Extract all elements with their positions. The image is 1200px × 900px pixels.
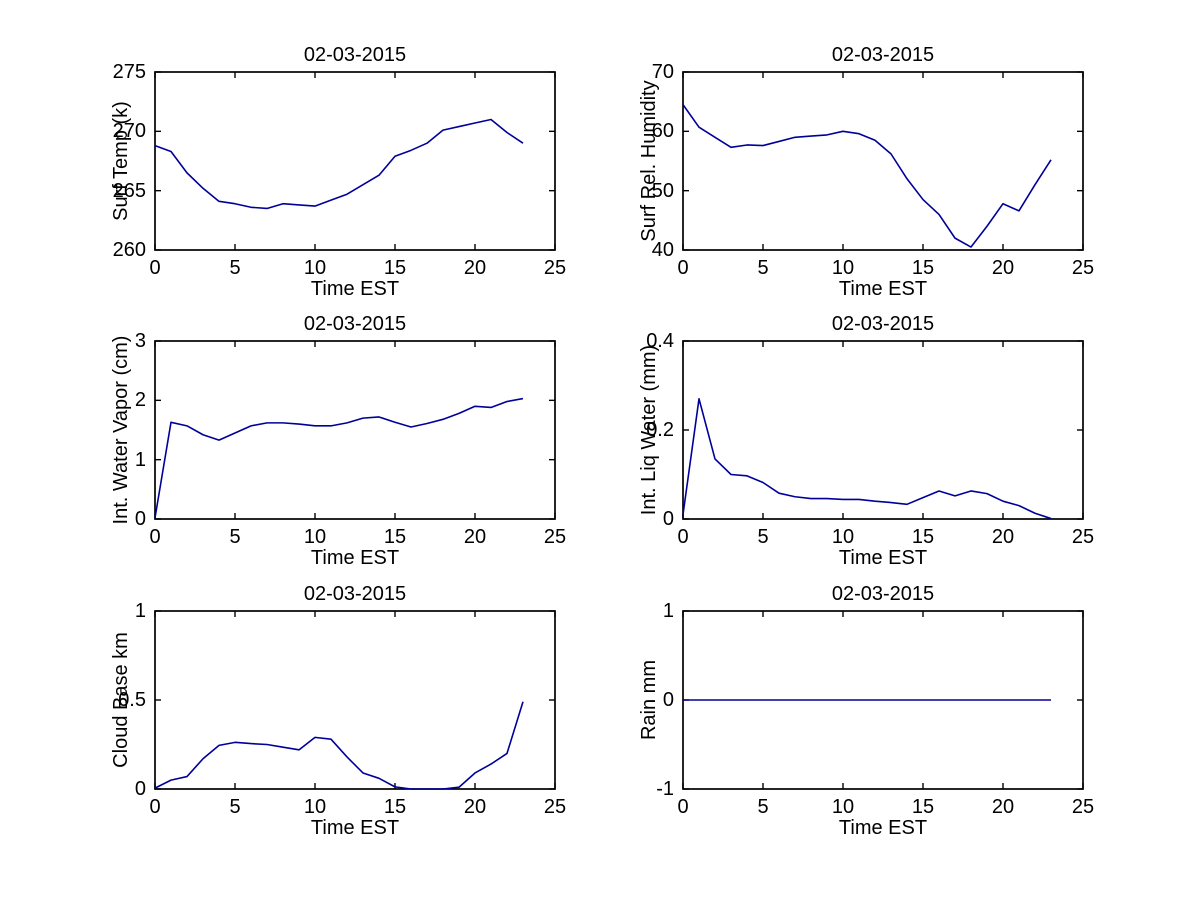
x-tick-label: 20 — [991, 526, 1015, 548]
plot-title: 02-03-2015 — [303, 44, 407, 66]
y-tick-label: 3 — [134, 330, 146, 352]
data-line — [154, 701, 524, 790]
x-tick-label: 0 — [149, 796, 161, 818]
plot-axes — [154, 340, 556, 520]
y-tick-label: 40 — [651, 239, 674, 261]
y-tick-label: 70 — [651, 61, 674, 83]
y-tick-label: 0.5 — [118, 689, 146, 711]
plot-title: 02-03-2015 — [303, 313, 407, 335]
x-tick-label: 25 — [1071, 526, 1095, 548]
y-tick-label: 0 — [662, 508, 674, 530]
x-tick-label: 25 — [543, 796, 567, 818]
data-line — [154, 118, 524, 210]
y-tick-label: 1 — [134, 448, 146, 471]
axes-frame — [682, 340, 1084, 520]
y-tick-label: 270 — [112, 120, 146, 143]
x-tick-label: 10 — [831, 526, 855, 548]
x-tick-label: 5 — [229, 796, 241, 818]
x-tick-label: 10 — [831, 796, 855, 818]
x-tick-label: 20 — [463, 257, 487, 279]
plot-title: 02-03-2015 — [831, 583, 935, 605]
y-tick-label: 1 — [662, 600, 674, 622]
x-tick-label: 0 — [677, 257, 689, 279]
x-tick-label: 20 — [991, 257, 1015, 279]
plot-axes — [682, 340, 1084, 520]
x-tick-label: 25 — [1071, 257, 1095, 279]
x-tick-label: 10 — [831, 257, 855, 279]
y-tick-label: 0 — [134, 508, 146, 530]
x-axis-label: Time EST — [310, 278, 400, 300]
plot-title: 02-03-2015 — [831, 313, 935, 335]
y-tick-label: 0.2 — [646, 419, 674, 441]
x-axis-label: Time EST — [310, 817, 400, 839]
y-tick-label: -1 — [656, 778, 674, 800]
x-tick-label: 10 — [303, 526, 327, 548]
y-tick-label: 0.4 — [646, 330, 674, 352]
y-tick-label: 0 — [662, 689, 674, 711]
x-tick-label: 5 — [757, 526, 769, 548]
x-tick-label: 5 — [757, 796, 769, 818]
x-tick-label: 25 — [1071, 796, 1095, 818]
x-tick-label: 20 — [463, 796, 487, 818]
axes-frame — [154, 71, 556, 251]
x-tick-label: 0 — [149, 257, 161, 279]
x-tick-label: 0 — [677, 796, 689, 818]
x-tick-label: 20 — [463, 526, 487, 548]
x-axis-label: Time EST — [838, 817, 928, 839]
plot-title: 02-03-2015 — [303, 583, 407, 605]
data-line — [154, 397, 524, 518]
plot-axes — [154, 71, 556, 251]
x-tick-label: 15 — [383, 796, 407, 818]
y-tick-label: 265 — [112, 179, 146, 202]
axes-frame — [154, 340, 556, 520]
x-tick-label: 5 — [757, 257, 769, 279]
x-tick-label: 15 — [383, 257, 407, 279]
x-tick-label: 15 — [383, 526, 407, 548]
y-tick-label: 2 — [134, 389, 146, 412]
plot-title: 02-03-2015 — [831, 44, 935, 66]
x-tick-label: 15 — [911, 257, 935, 279]
x-tick-label: 25 — [543, 257, 567, 279]
y-tick-label: 60 — [651, 120, 674, 143]
x-tick-label: 5 — [229, 526, 241, 548]
x-tick-label: 20 — [991, 796, 1015, 818]
x-tick-label: 15 — [911, 526, 935, 548]
y-tick-label: 1 — [134, 600, 146, 622]
x-tick-label: 5 — [229, 257, 241, 279]
x-axis-label: Time EST — [310, 547, 400, 569]
x-tick-label: 0 — [149, 526, 161, 548]
y-tick-label: 50 — [651, 179, 674, 202]
x-axis-label: Time EST — [838, 278, 928, 300]
axes-frame — [682, 71, 1084, 251]
x-tick-label: 25 — [543, 526, 567, 548]
y-tick-label: 275 — [112, 61, 146, 83]
plot-axes — [682, 610, 1084, 790]
x-axis-label: Time EST — [838, 547, 928, 569]
plot-axes — [682, 71, 1084, 251]
x-tick-label: 10 — [303, 257, 327, 279]
y-tick-label: 0 — [134, 778, 146, 800]
data-line — [682, 398, 1052, 520]
x-tick-label: 10 — [303, 796, 327, 818]
x-tick-label: 0 — [677, 526, 689, 548]
x-tick-label: 15 — [911, 796, 935, 818]
data-line — [682, 104, 1052, 248]
plot-axes — [154, 610, 556, 790]
y-tick-label: 260 — [112, 239, 146, 261]
